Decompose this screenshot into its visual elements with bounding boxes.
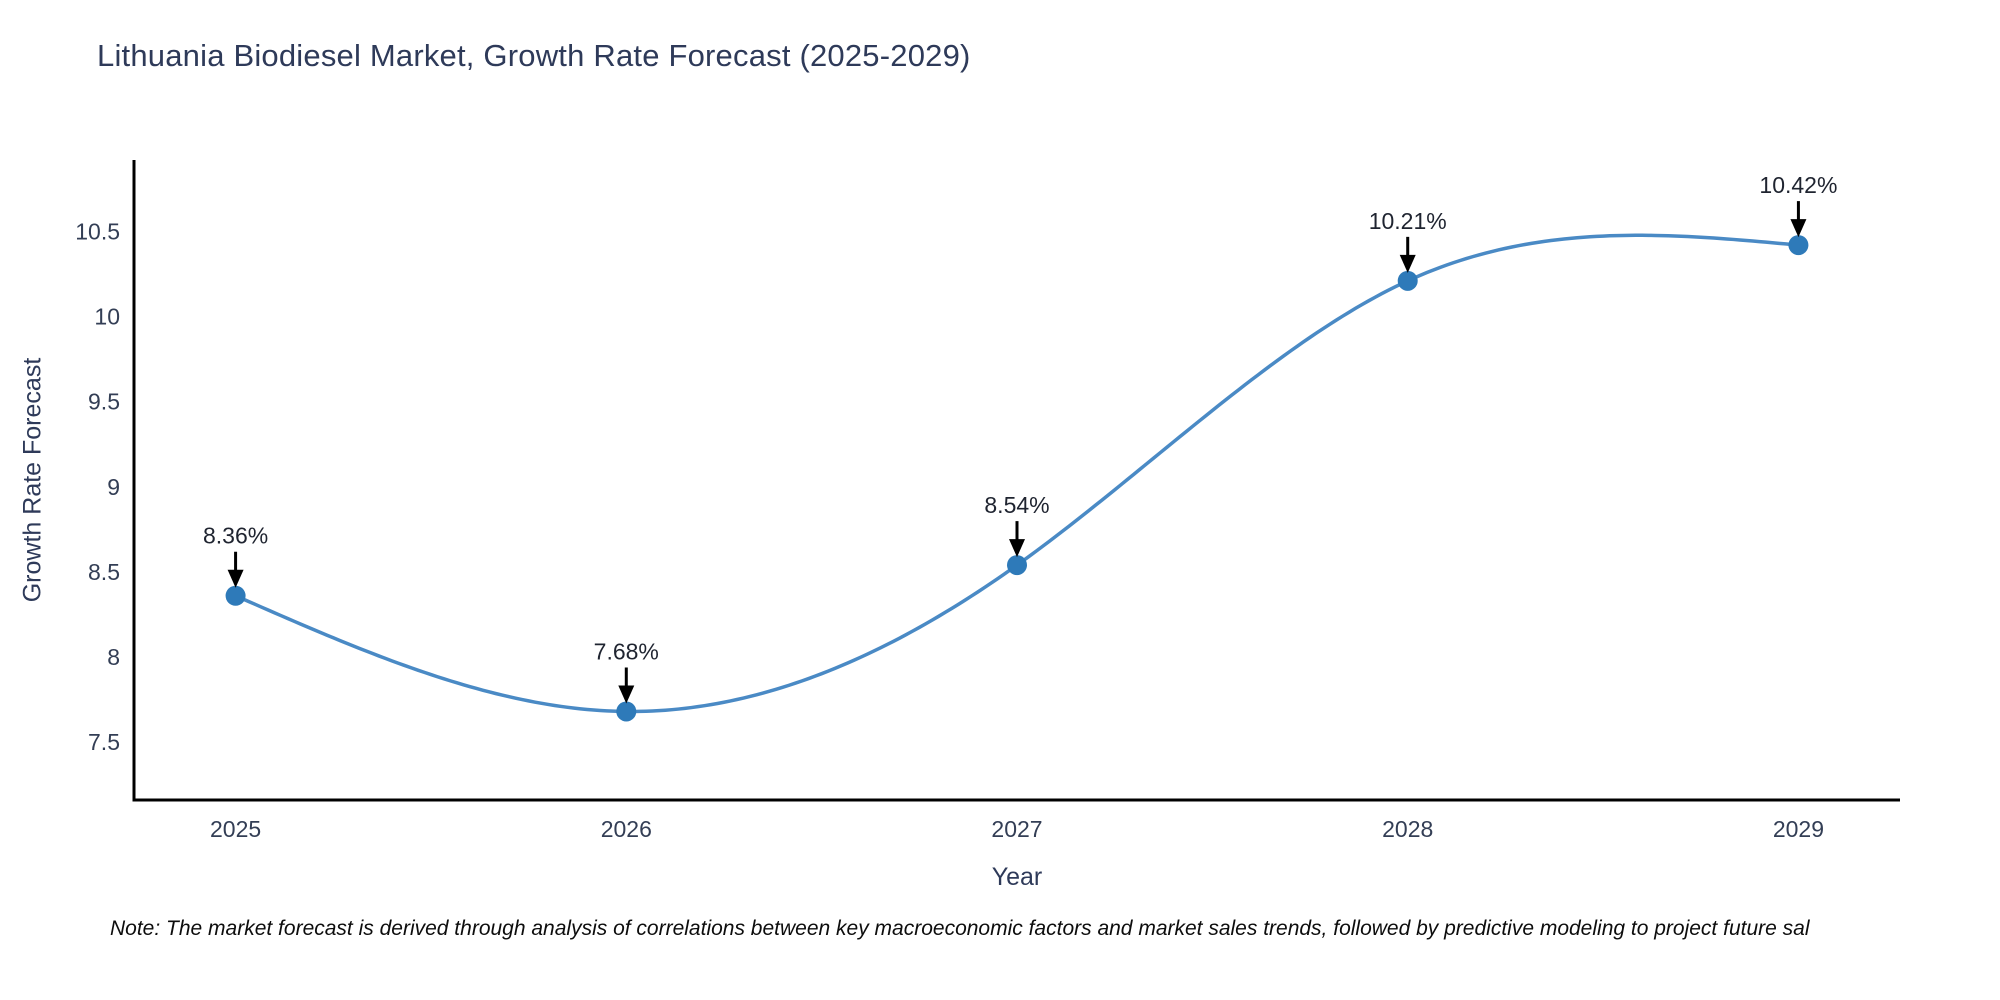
annotation-arrow-head — [1399, 254, 1416, 273]
data-point-marker — [1397, 270, 1418, 291]
series-line — [233, 233, 1801, 714]
data-point-marker — [1788, 235, 1809, 256]
annotation-arrow-head — [1790, 219, 1807, 238]
y-tick-label: 10.5 — [75, 218, 120, 244]
y-tick-label: 8 — [107, 644, 120, 670]
y-tick-label: 7.5 — [88, 729, 120, 755]
annotation-arrow-head — [1009, 539, 1025, 558]
x-tick-label: 2028 — [1382, 816, 1433, 842]
x-axis-title: Year — [991, 863, 1043, 891]
data-point-marker — [616, 701, 637, 722]
annotation-label: 10.42% — [1759, 172, 1837, 198]
y-tick-label: 9.5 — [88, 389, 120, 415]
y-axis-title: Growth Rate Forecast — [18, 357, 47, 603]
data-point-marker — [1007, 555, 1027, 576]
data-point-marker — [225, 585, 246, 606]
y-tick-label: 8.5 — [88, 559, 120, 585]
x-tick-label: 2026 — [601, 816, 652, 842]
x-tick-label: 2027 — [991, 816, 1042, 842]
y-tick-label: 9 — [107, 474, 120, 500]
x-tick-label: 2029 — [1773, 816, 1824, 842]
y-tick-label: 10 — [94, 304, 120, 330]
annotation-arrow-head — [227, 569, 244, 588]
chart-title: Lithuania Biodiesel Market, Growth Rate … — [97, 38, 971, 73]
annotation-arrow-head — [618, 685, 635, 704]
annotation-label: 8.54% — [984, 492, 1049, 518]
annotation-label: 7.68% — [594, 638, 659, 664]
footnote: Note: The market forecast is derived thr… — [110, 917, 1810, 940]
annotation-label: 8.36% — [203, 523, 268, 549]
x-tick-label: 2025 — [210, 816, 261, 842]
annotation-label: 10.21% — [1369, 208, 1447, 234]
